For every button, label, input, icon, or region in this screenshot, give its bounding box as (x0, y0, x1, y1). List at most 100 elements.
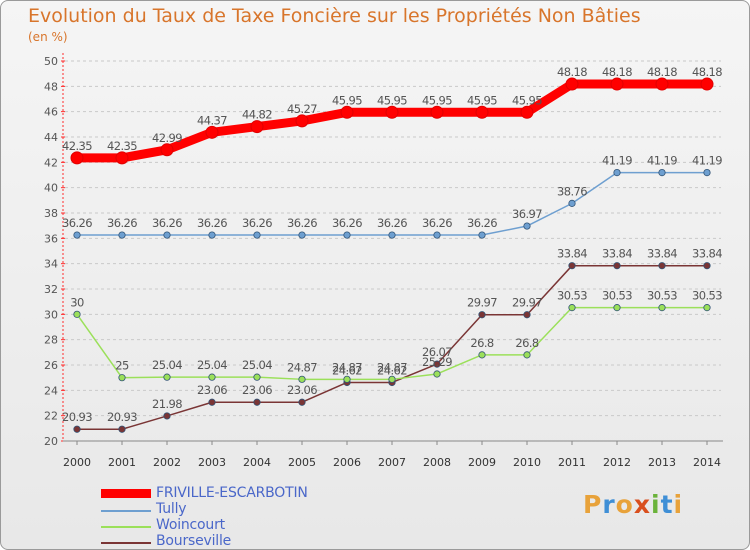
data-point-friville-escarbotin (655, 77, 669, 91)
x-tick-label: 2002 (153, 456, 181, 469)
data-label-friville-escarbotin: 45.95 (512, 93, 542, 107)
data-label-woincourt: 30.53 (557, 289, 587, 303)
y-tick-label: 42 (44, 156, 58, 169)
data-point-bourseville (523, 311, 531, 319)
legend-label-woincourt: Woincourt (156, 517, 225, 533)
data-label-tully: 36.26 (467, 216, 497, 230)
data-point-woincourt (208, 373, 216, 381)
legend-swatch-tully (101, 510, 151, 512)
data-point-bourseville (208, 398, 216, 406)
data-label-bourseville: 24.62 (377, 363, 407, 377)
data-label-bourseville: 33.84 (647, 247, 677, 261)
data-label-bourseville: 20.93 (107, 410, 137, 424)
data-label-tully: 36.26 (377, 216, 407, 230)
y-tick-label: 48 (44, 80, 58, 93)
data-point-bourseville (658, 262, 666, 270)
data-point-woincourt (343, 375, 351, 383)
y-tick-label: 32 (44, 283, 58, 296)
data-label-friville-escarbotin: 48.18 (602, 65, 632, 79)
data-label-woincourt: 24.87 (377, 360, 407, 374)
x-tick-label: 2008 (423, 456, 451, 469)
data-label-bourseville: 23.06 (197, 383, 227, 397)
data-point-bourseville (163, 412, 171, 420)
data-point-friville-escarbotin (565, 77, 579, 91)
data-label-tully: 36.26 (332, 216, 362, 230)
data-label-tully: 36.26 (62, 216, 92, 230)
data-point-bourseville (118, 425, 126, 433)
data-label-bourseville: 33.84 (557, 247, 587, 261)
x-tick-label: 2014 (693, 456, 721, 469)
data-point-friville-escarbotin (430, 105, 444, 119)
data-point-tully (163, 231, 171, 239)
data-point-friville-escarbotin (520, 105, 534, 119)
x-tick-label: 2010 (513, 456, 541, 469)
data-point-tully (118, 231, 126, 239)
unit-label: (en %) (28, 30, 68, 44)
data-point-tully (298, 231, 306, 239)
data-point-tully (388, 231, 396, 239)
y-tick-label: 36 (44, 232, 58, 245)
legend-swatch-friville (101, 489, 151, 498)
y-tick-label: 24 (44, 384, 58, 397)
y-tick-label: 44 (44, 131, 58, 144)
data-label-bourseville: 24.62 (332, 363, 362, 377)
data-label-tully: 36.26 (287, 216, 317, 230)
data-label-friville-escarbotin: 42.35 (62, 139, 92, 153)
data-point-woincourt (478, 351, 486, 359)
x-tick-label: 2001 (108, 456, 136, 469)
data-point-bourseville (73, 425, 81, 433)
legend-label-friville: FRIVILLE-ESCARBOTIN (156, 485, 308, 501)
proxiti-logo[interactable]: Proxiti (583, 490, 683, 519)
series-lines (70, 77, 714, 433)
data-label-woincourt: 30.53 (692, 289, 722, 303)
logo-letter: i (651, 490, 661, 519)
y-tick-label: 20 (44, 435, 58, 448)
data-point-friville-escarbotin (160, 143, 174, 157)
legend-label-bourseville: Bourseville (156, 533, 232, 549)
data-point-woincourt (118, 374, 126, 382)
data-label-bourseville: 23.06 (242, 383, 272, 397)
data-label-bourseville: 23.06 (287, 383, 317, 397)
data-label-woincourt: 30 (70, 295, 84, 309)
data-point-bourseville (613, 262, 621, 270)
data-label-tully: 41.19 (692, 154, 722, 168)
data-label-woincourt: 24.87 (332, 360, 362, 374)
data-label-tully: 41.19 (647, 154, 677, 168)
y-tick-label: 34 (44, 258, 58, 271)
data-point-bourseville (568, 262, 576, 270)
data-point-woincourt (163, 373, 171, 381)
data-label-friville-escarbotin: 44.82 (242, 108, 272, 122)
data-point-woincourt (658, 304, 666, 312)
data-point-woincourt (703, 304, 711, 312)
y-tick-label: 28 (44, 334, 58, 347)
y-tick-label: 22 (44, 410, 58, 423)
data-label-woincourt: 25.04 (152, 358, 182, 372)
data-label-woincourt: 26.8 (470, 336, 493, 350)
legend-swatch-bourseville (101, 542, 151, 544)
data-label-friville-escarbotin: 45.95 (422, 93, 452, 107)
data-label-friville-escarbotin: 48.18 (557, 65, 587, 79)
data-label-bourseville: 33.84 (692, 247, 722, 261)
data-label-woincourt: 25 (115, 359, 129, 373)
data-point-woincourt (73, 310, 81, 318)
data-point-friville-escarbotin (295, 114, 309, 128)
data-label-bourseville: 26.07 (422, 345, 452, 359)
data-point-tully (658, 168, 666, 177)
data-label-tully: 41.19 (602, 154, 632, 168)
logo-letter: x (633, 490, 651, 519)
data-point-woincourt (298, 375, 306, 383)
y-tick-label: 40 (44, 182, 58, 195)
data-point-tully (253, 231, 261, 239)
data-label-woincourt: 26.8 (515, 336, 538, 350)
data-label-friville-escarbotin: 44.37 (197, 113, 227, 127)
data-label-bourseville: 33.84 (602, 247, 632, 261)
data-label-bourseville: 21.98 (152, 397, 182, 411)
data-label-woincourt: 25.04 (197, 358, 227, 372)
data-point-friville-escarbotin (475, 105, 489, 119)
data-label-bourseville: 29.97 (512, 296, 542, 310)
data-label-friville-escarbotin: 45.95 (332, 93, 362, 107)
data-point-friville-escarbotin (70, 151, 84, 165)
data-label-tully: 36.26 (152, 216, 182, 230)
